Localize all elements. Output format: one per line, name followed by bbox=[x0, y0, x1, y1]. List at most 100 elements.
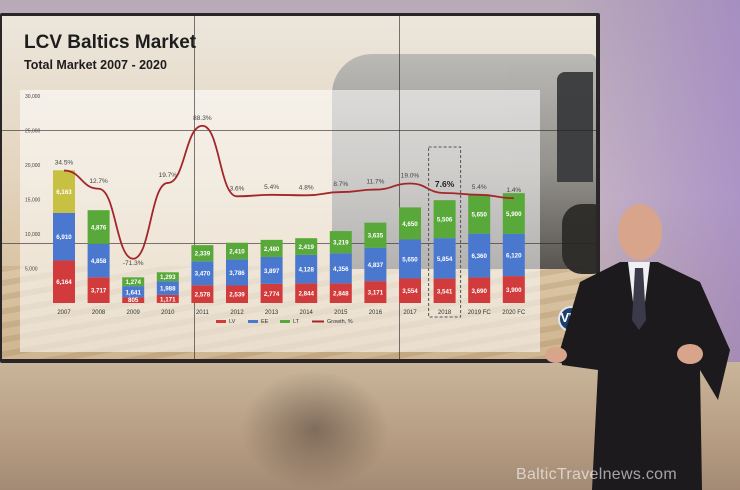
bar-segment-ee bbox=[364, 247, 387, 282]
bar-value-label: 6,910 bbox=[56, 234, 72, 241]
y-tick-label: 15,000 bbox=[25, 198, 41, 204]
x-tick-label: 2008 bbox=[92, 310, 106, 316]
bar-segment-lt bbox=[329, 231, 352, 254]
bar-segment-ee bbox=[260, 256, 283, 284]
bar-value-label: 4,858 bbox=[91, 258, 107, 265]
bar-value-label: 3,470 bbox=[195, 271, 211, 278]
bar-value-label: 3,786 bbox=[229, 270, 245, 277]
bar-value-label: 5,854 bbox=[437, 256, 453, 263]
growth-label: 5.4% bbox=[472, 184, 487, 191]
truck-window bbox=[557, 72, 593, 182]
bar-segment-lt bbox=[433, 200, 456, 239]
bar-value-label: 2,419 bbox=[298, 244, 314, 251]
y-tick-label: 10,000 bbox=[25, 232, 41, 238]
bar-value-label: 6,163 bbox=[56, 189, 72, 196]
x-tick-label: 2013 bbox=[265, 310, 279, 316]
y-tick-label: 25,000 bbox=[25, 129, 41, 135]
bar-value-label: 2,848 bbox=[333, 291, 349, 298]
bar-value-label: 6,360 bbox=[471, 253, 487, 260]
bar-value-label: 5,900 bbox=[506, 211, 522, 218]
bar-segment-ee bbox=[433, 238, 456, 279]
bar-segment-lv bbox=[260, 283, 283, 303]
x-tick-label: 2017 bbox=[403, 310, 417, 316]
legend-label-ee: EE bbox=[261, 319, 269, 325]
bar-value-label: 1,641 bbox=[125, 289, 141, 296]
x-tick-label: 2007 bbox=[57, 310, 71, 316]
bar-segment-lv bbox=[226, 285, 248, 303]
presenter-hand-left bbox=[545, 347, 567, 363]
bar-value-label: 4,837 bbox=[368, 262, 384, 269]
bar-segment-lv bbox=[122, 297, 145, 303]
highlight-box bbox=[428, 146, 462, 318]
growth-line bbox=[63, 124, 514, 260]
x-tick-label: 2019 FC bbox=[468, 310, 492, 316]
bar-segment-ee bbox=[53, 212, 75, 261]
bar-value-label: 1,171 bbox=[160, 296, 176, 303]
bar-segment-lt bbox=[468, 194, 491, 234]
bar-value-label: 2,539 bbox=[229, 292, 245, 299]
bar-value-label: 2,480 bbox=[264, 246, 280, 253]
x-tick-label: 2015 bbox=[334, 310, 348, 316]
bar-segment-lv bbox=[87, 277, 110, 303]
watermark: BalticTravelnews.com bbox=[516, 466, 678, 483]
x-tick-label: 2016 bbox=[369, 310, 383, 316]
bar-segment-ee bbox=[399, 239, 421, 279]
bar-segment-lv bbox=[502, 276, 525, 303]
bar-value-label: 5,650 bbox=[402, 256, 418, 263]
bar-segment-lv bbox=[329, 283, 352, 303]
bar-value-label: 4,876 bbox=[91, 225, 107, 232]
y-tick-label: 30,000 bbox=[25, 94, 41, 100]
bar-value-label: 3,171 bbox=[368, 290, 384, 297]
bar-segment-ee bbox=[87, 243, 110, 278]
bar-segment-lt bbox=[53, 170, 75, 213]
bar-value-label: 5,506 bbox=[437, 217, 453, 224]
bar-segment-ee bbox=[122, 286, 145, 298]
x-tick-label: 2014 bbox=[300, 310, 314, 316]
bar-value-label: 1,988 bbox=[160, 286, 176, 293]
presenter-figure bbox=[545, 204, 730, 490]
bar-value-label: 2,578 bbox=[195, 292, 211, 299]
bar-segment-ee bbox=[295, 254, 318, 284]
truck-tire bbox=[562, 204, 596, 274]
bar-value-label: 3,717 bbox=[91, 288, 107, 295]
y-tick-label: 20,000 bbox=[25, 163, 41, 169]
bar-segment-ee bbox=[502, 233, 525, 277]
y-tick-label: 5,000 bbox=[25, 267, 38, 273]
bar-segment-ee bbox=[156, 281, 179, 295]
growth-label: 19.0% bbox=[401, 173, 420, 180]
presenter-hand-right bbox=[677, 344, 703, 364]
bar-segment-lt bbox=[364, 222, 387, 248]
growth-label: 1.4% bbox=[506, 187, 521, 194]
bar-segment-lt bbox=[156, 272, 179, 282]
bar-segment-ee bbox=[191, 261, 214, 286]
bar-value-label: 6,164 bbox=[56, 279, 72, 286]
stacked-bar-chart: 30,000 25,000 20,000 15,000 10,000 5,000 6,164… bbox=[25, 94, 526, 325]
bar-value-label: 3,900 bbox=[506, 287, 522, 294]
screen-seam-h1 bbox=[2, 130, 596, 131]
growth-label: 7.6% bbox=[435, 179, 455, 189]
bar-segment-ee bbox=[468, 233, 491, 278]
bar-segment-lv bbox=[191, 285, 214, 303]
growth-label: 11.7% bbox=[366, 179, 384, 186]
bar-segment-lt bbox=[226, 242, 248, 260]
slide-title: LCV Baltics Market bbox=[24, 32, 197, 53]
growth-label: 34.5% bbox=[55, 160, 74, 167]
presenter-head bbox=[618, 204, 662, 260]
legend-label-lt: LT bbox=[293, 319, 300, 325]
bar-value-label: 2,774 bbox=[264, 291, 280, 298]
legend-swatch-ee bbox=[248, 320, 258, 323]
bar-value-label: 805 bbox=[128, 297, 139, 304]
legend-label-lv: LV bbox=[229, 319, 236, 325]
legend-swatch-growth bbox=[312, 320, 324, 323]
bar-segment-lv bbox=[156, 294, 179, 303]
presenter-tie bbox=[632, 268, 646, 330]
growth-label: 19.7% bbox=[159, 172, 178, 179]
bar-value-label: 4,650 bbox=[402, 221, 418, 228]
screen-seam-v1 bbox=[194, 16, 195, 359]
bar-value-label: 3,897 bbox=[264, 268, 280, 275]
bar-segment-lt bbox=[260, 239, 283, 257]
legend-label-growth: Growth, % bbox=[327, 319, 353, 325]
bar-segment-lt bbox=[191, 245, 214, 262]
bar-value-label: 1,293 bbox=[160, 274, 176, 281]
growth-label: -71.3% bbox=[123, 260, 144, 267]
